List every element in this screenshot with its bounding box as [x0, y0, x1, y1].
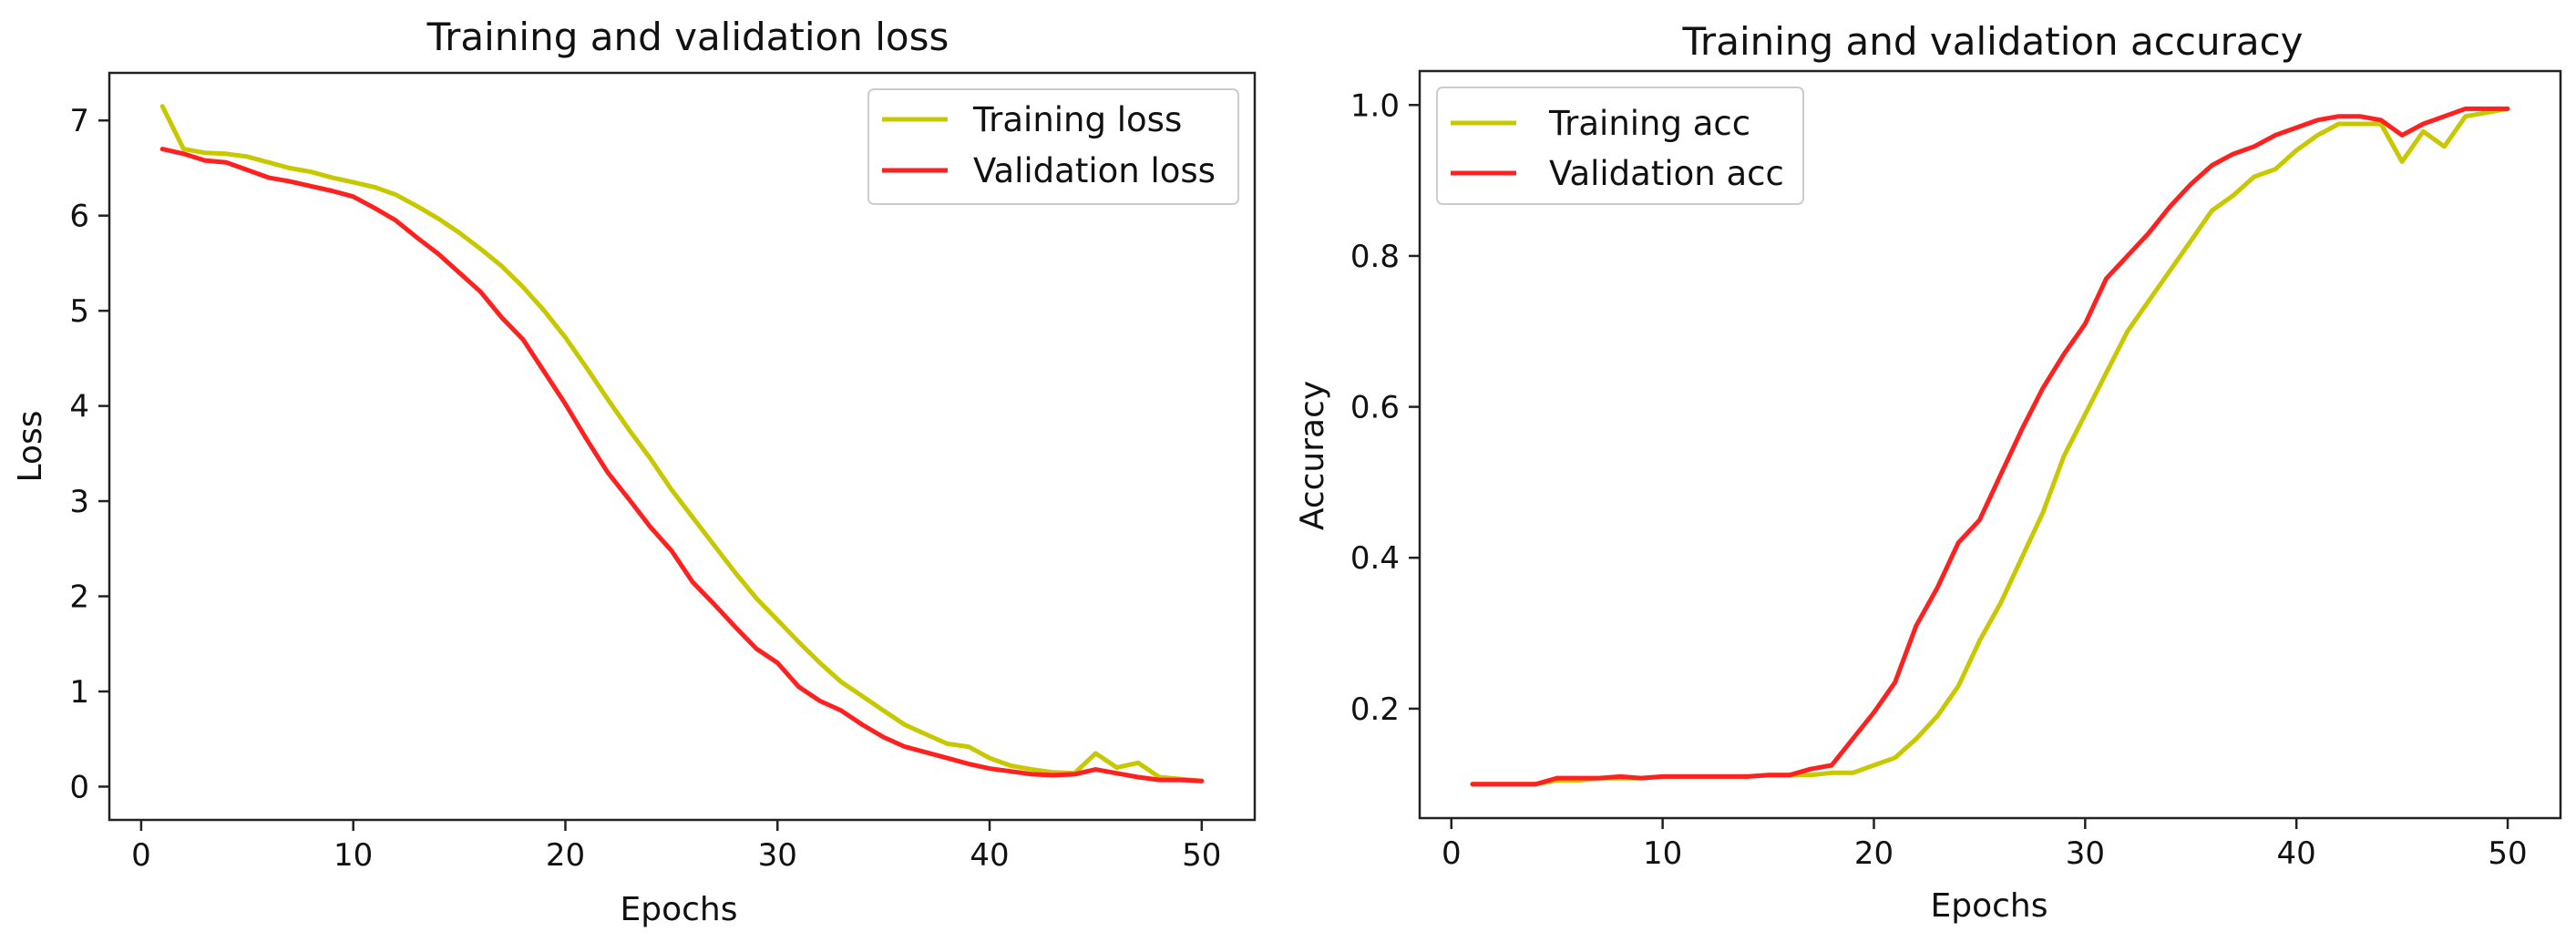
series-line-validation-loss	[159, 147, 1205, 783]
loss-y-axis-label: Loss	[12, 411, 49, 483]
legend-label-training-acc: Training acc	[1548, 104, 1750, 143]
accuracy-chart: Training and validation accuracy 0 10 20 30…	[1294, 19, 2562, 925]
legend-label-validation-acc: Validation acc	[1549, 154, 1784, 193]
accuracy-y-tick-label: 0.4	[1350, 540, 1400, 577]
loss-chart: Training and validation loss 0 10 20 30 40 50…	[12, 15, 1257, 928]
loss-y-tick-label: 4	[69, 389, 89, 425]
loss-x-ticks: 0 10 20 30 40 50	[131, 820, 1221, 874]
loss-legend-box	[867, 88, 1239, 205]
loss-y-tick-label: 2	[69, 579, 89, 616]
accuracy-x-tick-label: 10	[1643, 835, 1682, 872]
accuracy-x-tick-label: 20	[1854, 835, 1894, 872]
loss-y-ticks: 0 1 2 3 4 5 6 7	[69, 103, 109, 805]
loss-x-tick-label: 50	[1182, 837, 1221, 874]
loss-x-axis-label: Epochs	[621, 891, 738, 928]
accuracy-legend: Training acc Validation acc	[1436, 87, 1804, 205]
accuracy-legend-box	[1436, 87, 1804, 205]
loss-y-tick-label: 0	[69, 769, 89, 805]
loss-x-tick-label: 0	[131, 837, 151, 874]
loss-x-tick-label: 30	[758, 837, 797, 874]
loss-y-tick-label: 6	[69, 199, 89, 235]
accuracy-x-axis-label: Epochs	[1931, 887, 2048, 925]
series-line-validation-acc	[1470, 106, 2510, 787]
loss-plot-frame	[108, 71, 1257, 822]
accuracy-x-tick-label: 0	[1442, 835, 1462, 872]
accuracy-x-tick-label: 40	[2277, 835, 2316, 872]
loss-x-tick-label: 20	[546, 837, 585, 874]
loss-legend: Training loss Validation loss	[867, 88, 1239, 205]
loss-y-tick-label: 3	[69, 484, 89, 520]
accuracy-y-tick-label: 0.8	[1350, 239, 1400, 275]
accuracy-y-axis-label: Accuracy	[1294, 381, 1331, 530]
loss-y-tick-label: 1	[69, 674, 89, 711]
accuracy-y-ticks: 0.2 0.4 0.6 0.8 1.0	[1350, 87, 1420, 728]
accuracy-x-tick-label: 50	[2488, 835, 2527, 872]
legend-label-validation-loss: Validation loss	[973, 151, 1216, 190]
loss-x-tick-label: 40	[970, 837, 1009, 874]
accuracy-y-tick-label: 0.6	[1350, 390, 1400, 426]
loss-chart-title: Training and validation loss	[426, 15, 949, 59]
accuracy-y-tick-label: 1.0	[1350, 87, 1400, 124]
accuracy-plot-frame	[1418, 69, 2562, 820]
loss-y-tick-label: 7	[69, 103, 89, 139]
accuracy-x-ticks: 0 10 20 30 40 50	[1442, 818, 2528, 872]
accuracy-chart-title: Training and validation accuracy	[1681, 19, 2303, 64]
accuracy-series	[1470, 106, 2510, 787]
loss-y-tick-label: 5	[69, 293, 89, 330]
series-line-training-loss	[159, 104, 1205, 783]
legend-label-training-loss: Training loss	[972, 100, 1182, 139]
accuracy-x-tick-label: 30	[2066, 835, 2105, 872]
accuracy-y-tick-label: 0.2	[1350, 691, 1400, 728]
loss-x-tick-label: 10	[334, 837, 373, 874]
loss-series	[159, 104, 1205, 783]
